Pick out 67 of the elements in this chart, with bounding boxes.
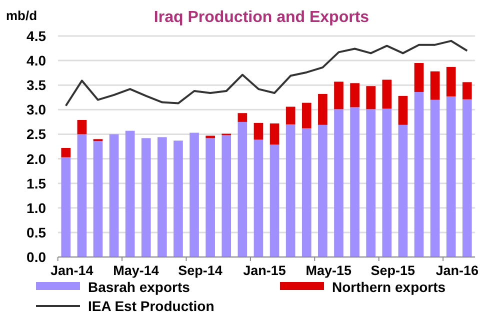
x-tick-label: Jan-15 bbox=[243, 263, 286, 278]
y-tick-label: 4.5 bbox=[26, 28, 46, 44]
legend-label: IEA Est Production bbox=[88, 298, 214, 314]
y-tick-label: 4.0 bbox=[26, 52, 46, 69]
bar bbox=[190, 132, 199, 257]
bar bbox=[286, 106, 296, 124]
chart-title: Iraq Production and Exports bbox=[154, 9, 370, 26]
bar bbox=[174, 140, 183, 257]
bar bbox=[238, 122, 248, 257]
line-series bbox=[64, 40, 468, 107]
bar bbox=[206, 136, 215, 138]
bar bbox=[382, 108, 392, 257]
bar bbox=[334, 109, 344, 257]
bar bbox=[430, 71, 440, 100]
bar bbox=[270, 123, 280, 145]
bar bbox=[238, 113, 248, 122]
bar bbox=[109, 134, 119, 257]
bar bbox=[93, 141, 103, 257]
bar bbox=[350, 107, 360, 257]
y-tick-label: 2.0 bbox=[26, 150, 46, 167]
bar bbox=[61, 157, 71, 257]
bar bbox=[462, 82, 472, 100]
bar bbox=[302, 102, 312, 128]
bar bbox=[398, 124, 408, 257]
bar bbox=[446, 66, 456, 96]
bar bbox=[366, 109, 376, 257]
y-tick-label: 3.5 bbox=[26, 77, 46, 94]
bar bbox=[414, 92, 424, 257]
x-tick-label: Sep-15 bbox=[370, 263, 416, 278]
bar bbox=[398, 96, 408, 125]
bar bbox=[286, 124, 296, 257]
x-tick-label: May-15 bbox=[306, 263, 352, 278]
bar bbox=[254, 122, 264, 140]
bar bbox=[382, 80, 392, 109]
bar bbox=[318, 94, 328, 125]
bar bbox=[206, 138, 215, 257]
bar bbox=[77, 134, 87, 257]
x-tick-label: Jan-14 bbox=[50, 263, 94, 278]
y-tick-label: 2.5 bbox=[26, 126, 46, 142]
bar bbox=[430, 100, 440, 257]
bar bbox=[222, 135, 232, 257]
bar bbox=[141, 138, 151, 257]
y-tick-label: 3.0 bbox=[26, 102, 46, 118]
bar bbox=[318, 124, 328, 257]
bar bbox=[414, 63, 424, 92]
y-axis-title: mb/d bbox=[6, 8, 38, 23]
bar bbox=[366, 86, 376, 110]
bar bbox=[446, 96, 456, 257]
y-tick-label: 0.5 bbox=[26, 224, 46, 240]
bar bbox=[270, 144, 280, 257]
legend-label: Basrah exports bbox=[88, 279, 190, 295]
bar bbox=[334, 82, 344, 110]
legend-label: Northern exports bbox=[332, 279, 446, 295]
x-tick-label: Sep-14 bbox=[178, 263, 223, 278]
bar bbox=[77, 120, 87, 134]
x-tick-label: Jan-16 bbox=[436, 263, 479, 278]
bar bbox=[254, 140, 264, 257]
bar bbox=[61, 148, 71, 158]
bar bbox=[125, 130, 135, 257]
y-tick-label: 1.0 bbox=[26, 200, 46, 216]
y-tick-label: 1.5 bbox=[26, 175, 46, 192]
x-tick-label: May-14 bbox=[113, 263, 160, 278]
bar bbox=[302, 128, 312, 257]
bar bbox=[158, 137, 167, 257]
bar bbox=[462, 99, 472, 257]
y-tick-label: 0.0 bbox=[26, 249, 46, 265]
bar bbox=[350, 83, 360, 108]
